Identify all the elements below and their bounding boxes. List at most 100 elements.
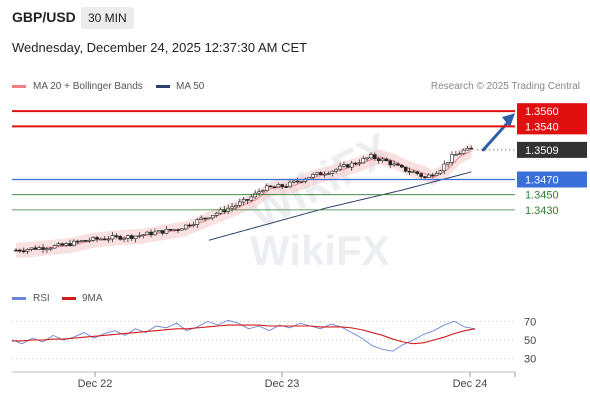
candle-body: [214, 212, 219, 216]
rsi-tick-label: 50: [524, 335, 536, 347]
candle-body: [403, 166, 408, 172]
candle-body: [68, 243, 72, 247]
candle-body: [56, 243, 61, 246]
candle-body: [461, 149, 466, 154]
candle-body: [442, 163, 447, 172]
candle-body: [291, 180, 296, 183]
ma50-legend-label: MA 50: [176, 81, 205, 92]
candle-body: [29, 247, 34, 250]
ma50-line: [208, 171, 472, 241]
candle-body: [411, 171, 416, 174]
candle-body: [396, 163, 400, 166]
rsi-ma-legend-swatch: [62, 297, 76, 300]
candle-body: [164, 228, 169, 234]
candle-body: [25, 249, 30, 252]
candle-body: [149, 231, 153, 236]
candle-body: [419, 173, 423, 177]
candle-body: [75, 240, 80, 243]
candle-body: [446, 161, 450, 165]
resistance-tag: [517, 118, 587, 135]
candle-body: [203, 217, 207, 220]
support-label: 1.3450: [525, 190, 559, 202]
candle-body: [168, 228, 173, 231]
candle-body: [392, 163, 396, 166]
x-tick-label: Dec 24: [453, 378, 488, 390]
chart-datetime: Wednesday, December 24, 2025 12:37:30 AM…: [12, 40, 308, 55]
candle-body: [102, 238, 107, 241]
candle-body: [237, 201, 242, 206]
candle-body: [176, 229, 180, 231]
candle-body: [288, 181, 292, 188]
last-price-tag: [517, 141, 587, 158]
candle-body: [299, 181, 304, 183]
candle-body: [95, 237, 99, 240]
candle-body: [160, 230, 165, 234]
svg-text:WikiFX: WikiFX: [250, 227, 390, 274]
ma50-legend-swatch: [156, 85, 170, 88]
candle-body: [230, 206, 234, 209]
candle-body: [311, 174, 315, 178]
candle-body: [79, 240, 84, 242]
support-label: 1.3430: [525, 205, 559, 217]
candle-body: [465, 147, 470, 151]
candle-body: [114, 235, 119, 237]
candle-body: [210, 215, 215, 219]
research-credit: Research © 2025 Trading Central: [430, 81, 580, 92]
ma20-legend-swatch: [12, 85, 26, 88]
x-tick-label: Dec 23: [265, 378, 300, 390]
candle-body: [18, 249, 22, 252]
candle-body: [380, 158, 385, 162]
last-price-label: 1.3509: [525, 145, 559, 157]
symbol-title: GBP/USD: [12, 9, 76, 25]
candle-body: [334, 168, 339, 172]
candle-body: [427, 174, 431, 178]
candle-body: [141, 234, 146, 236]
candle-body: [423, 176, 427, 178]
timeframe-badge[interactable]: 30 MIN: [81, 7, 134, 29]
candle-body: [388, 160, 393, 166]
resistance-label: 1.3540: [525, 121, 559, 133]
rsi-tick-label: 30: [524, 354, 536, 366]
candle-body: [133, 235, 138, 239]
candle-body: [60, 243, 65, 246]
candle-body: [400, 165, 404, 168]
candle-body: [361, 158, 366, 164]
candle-body: [434, 173, 439, 177]
candle-body: [118, 236, 122, 240]
candle-body: [41, 247, 45, 250]
candle-body: [264, 185, 269, 191]
candle-body: [207, 217, 211, 220]
candle-body: [72, 240, 76, 247]
candle-body: [326, 173, 331, 175]
candle-body: [122, 237, 126, 240]
candle-body: [234, 205, 238, 208]
candle-body: [346, 164, 350, 168]
candle-body: [249, 196, 254, 201]
candle-body: [438, 170, 443, 174]
candle-body: [365, 157, 369, 160]
candle-body: [469, 147, 474, 150]
candle-body: [245, 199, 250, 201]
x-axis: Dec 22 Dec 23 Dec 24: [12, 371, 516, 390]
candle-body: [415, 171, 420, 174]
price-panel: [14, 113, 515, 258]
candle-body: [37, 247, 41, 250]
candle-body: [319, 172, 323, 175]
candle-body: [322, 173, 327, 176]
candle-body: [45, 248, 49, 251]
forecast-arrow-head: [502, 113, 515, 128]
candle-body: [457, 153, 462, 155]
candle-body: [276, 184, 281, 188]
candle-body: [91, 237, 95, 241]
candle-body: [373, 154, 377, 159]
candle-body: [156, 230, 161, 233]
ma20-legend-label: MA 20 + Bollinger Bands: [33, 81, 143, 92]
candle-body: [307, 176, 312, 180]
rsi-legend-label: RSI: [33, 293, 50, 304]
candle-body: [48, 247, 53, 250]
x-tick-label: Dec 22: [78, 378, 113, 390]
candle-body: [21, 250, 26, 253]
candle-body: [349, 162, 354, 168]
candle-body: [191, 224, 196, 227]
pivot-tag: [517, 171, 587, 188]
